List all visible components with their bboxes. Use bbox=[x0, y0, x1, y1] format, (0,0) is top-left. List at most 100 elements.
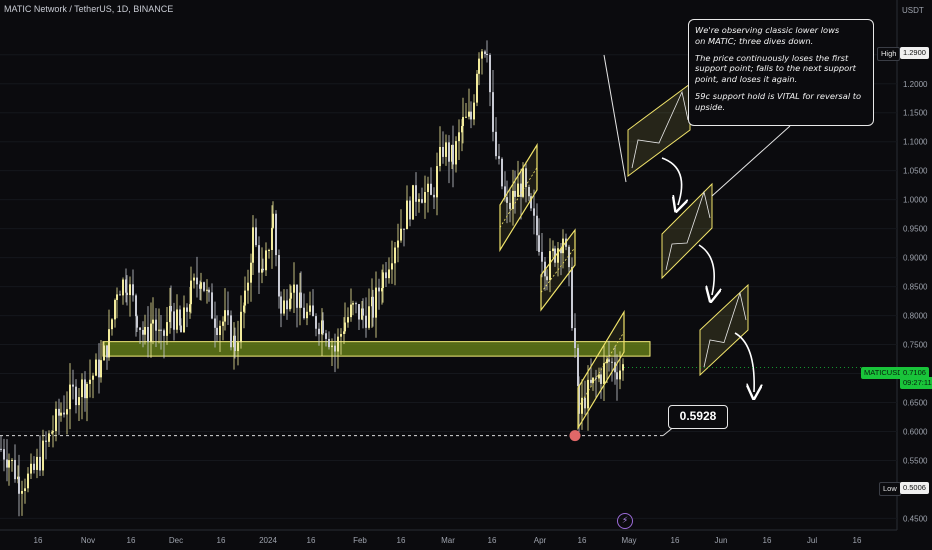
candle-body bbox=[224, 310, 226, 322]
candle-body bbox=[611, 361, 613, 363]
y-tick-label: 0.6000 bbox=[903, 427, 928, 436]
candle-body bbox=[538, 235, 540, 252]
projection-3 bbox=[699, 283, 749, 377]
candle-body bbox=[158, 329, 160, 331]
high-label-tag: High bbox=[877, 47, 901, 61]
lightning-icon[interactable]: ⚡ bbox=[617, 513, 633, 529]
candle-body bbox=[362, 308, 364, 316]
x-tick-label: Jun bbox=[715, 536, 728, 545]
candle-body bbox=[514, 190, 516, 197]
candle-body bbox=[509, 202, 511, 209]
candle-body bbox=[234, 335, 236, 352]
candle-body bbox=[365, 315, 367, 328]
candle-body bbox=[186, 307, 188, 312]
candle-body bbox=[6, 459, 8, 468]
candle-body bbox=[358, 304, 360, 320]
candle-body bbox=[415, 185, 417, 202]
candle-body bbox=[126, 292, 128, 296]
channel-drawings bbox=[499, 54, 791, 431]
currency-label[interactable]: USDT bbox=[902, 6, 924, 15]
candle-body bbox=[139, 327, 141, 330]
candle-body bbox=[343, 331, 345, 334]
candle-body bbox=[606, 359, 608, 364]
candle-body bbox=[116, 294, 118, 300]
low-value-tag: 0.5006 bbox=[900, 482, 929, 494]
candle-body bbox=[75, 386, 77, 406]
candle-body bbox=[603, 363, 605, 384]
y-tick-label: 1.2000 bbox=[903, 80, 928, 89]
candle-body bbox=[169, 305, 171, 323]
candle-body bbox=[495, 131, 497, 157]
candle-body bbox=[166, 322, 168, 336]
candle-body bbox=[111, 319, 113, 330]
candle-body bbox=[340, 333, 342, 337]
candle-body bbox=[136, 316, 138, 328]
candle-body bbox=[622, 364, 624, 371]
candle-body bbox=[147, 326, 149, 343]
candle-body bbox=[350, 304, 352, 318]
candle-body bbox=[179, 309, 181, 326]
candle-body bbox=[0, 448, 2, 450]
candle-body bbox=[132, 284, 134, 296]
candle-body bbox=[160, 329, 162, 331]
candle-body bbox=[129, 284, 131, 296]
support-dot bbox=[569, 430, 581, 442]
candle-body bbox=[385, 272, 387, 279]
candle-body bbox=[427, 183, 429, 193]
candle-body bbox=[98, 359, 100, 378]
candle-body bbox=[108, 329, 110, 358]
candle-body bbox=[522, 168, 524, 197]
candle-body bbox=[69, 384, 71, 410]
x-tick-label: 16 bbox=[853, 536, 862, 545]
candle-body bbox=[152, 319, 154, 324]
candle-body bbox=[89, 379, 91, 384]
candle-body bbox=[262, 268, 264, 271]
candle-body bbox=[60, 412, 62, 416]
y-tick-label: 0.4500 bbox=[903, 514, 928, 523]
candle-body bbox=[337, 336, 339, 352]
candle-body bbox=[36, 456, 38, 470]
candle-body bbox=[412, 185, 414, 220]
candle-body bbox=[421, 199, 423, 203]
x-tick-label: 2024 bbox=[259, 536, 277, 545]
x-tick-label: 16 bbox=[578, 536, 587, 545]
candle-body bbox=[587, 379, 589, 409]
projection-2 bbox=[661, 182, 713, 280]
symbol-title: MATIC Network / TetherUS, 1D, BINANCE bbox=[4, 4, 174, 14]
channel-1 bbox=[499, 142, 538, 253]
candle-body bbox=[244, 290, 246, 306]
candle-body bbox=[506, 197, 508, 203]
candle-body bbox=[325, 333, 327, 339]
candle-body bbox=[478, 58, 480, 74]
y-tick-label: 0.9000 bbox=[903, 254, 928, 263]
high-value-tag: 1.2900 bbox=[900, 47, 929, 59]
candle-body bbox=[546, 276, 548, 281]
candle-body bbox=[458, 132, 460, 142]
candle-body bbox=[125, 279, 127, 293]
candle-body bbox=[283, 300, 285, 314]
x-tick-label: Mar bbox=[441, 536, 455, 545]
candle-body bbox=[536, 215, 538, 236]
candle-body bbox=[86, 383, 88, 399]
candle-body bbox=[289, 298, 291, 310]
candle-body bbox=[72, 384, 74, 387]
last-price-tag: 0.7106 bbox=[900, 367, 929, 379]
x-tick-label: 16 bbox=[397, 536, 406, 545]
candle-body bbox=[290, 292, 292, 299]
candle-body bbox=[222, 321, 224, 326]
candle-body bbox=[81, 379, 83, 398]
note-pointer-2 bbox=[711, 125, 791, 197]
low-label-tag: Low bbox=[879, 482, 901, 496]
projection-1 bbox=[627, 83, 691, 177]
arrow-3 bbox=[734, 332, 754, 392]
candle-body bbox=[278, 255, 280, 297]
candle-body bbox=[315, 316, 317, 329]
candle-body bbox=[243, 305, 245, 312]
candle-body bbox=[51, 432, 53, 434]
candle-body bbox=[100, 360, 102, 378]
candle-body bbox=[196, 277, 198, 285]
candle-body bbox=[418, 199, 420, 202]
candle-body bbox=[568, 246, 570, 268]
candle-body bbox=[255, 227, 257, 246]
